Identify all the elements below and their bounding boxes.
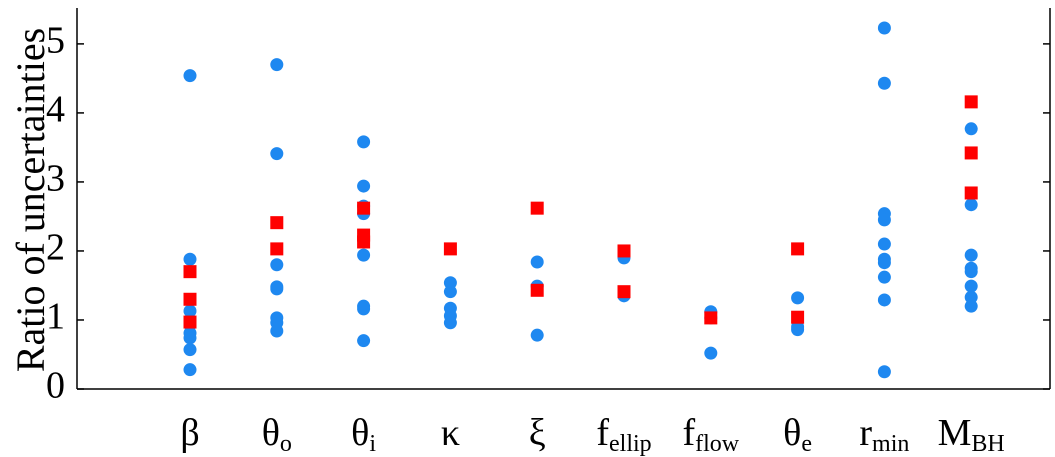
point (791, 310, 805, 324)
y-tick-label: 5 (46, 20, 65, 62)
point (357, 135, 371, 149)
label-subscript: ellip (609, 431, 652, 457)
point (964, 146, 978, 160)
point (530, 255, 544, 269)
point (877, 256, 891, 270)
label-subscript: flow (695, 431, 740, 457)
point (270, 324, 284, 338)
point (183, 315, 197, 329)
y-tick-label: 0 (46, 365, 65, 407)
point (617, 244, 631, 258)
point (877, 365, 891, 379)
point (183, 363, 197, 377)
point (183, 292, 197, 306)
point (964, 186, 978, 200)
point (964, 95, 978, 109)
point (270, 216, 284, 230)
label-symbol: f (596, 412, 609, 454)
point (877, 293, 891, 307)
label-symbol: κ (441, 412, 460, 454)
point (791, 291, 805, 305)
y-tick-label: 3 (46, 158, 65, 200)
point (964, 198, 978, 212)
point (443, 276, 457, 290)
x-tick-label: ξ (529, 412, 546, 454)
point (877, 213, 891, 227)
x-tick-label: rmin (859, 412, 909, 457)
point (357, 334, 371, 348)
point (964, 248, 978, 262)
point (357, 302, 371, 316)
point (704, 346, 718, 360)
point (443, 242, 457, 256)
point (183, 265, 197, 279)
point (443, 285, 457, 299)
label-symbol: f (682, 412, 695, 454)
point (877, 237, 891, 251)
point (183, 343, 197, 357)
point (877, 270, 891, 284)
point (357, 248, 371, 262)
point (964, 299, 978, 313)
point (270, 242, 284, 256)
label-symbol: θ (783, 412, 801, 454)
label-symbol: M (938, 412, 972, 454)
point (704, 311, 718, 325)
point (530, 283, 544, 297)
y-axis-label: Ratio of uncertainties (8, 28, 53, 372)
x-tick-label: MBH (938, 412, 1005, 457)
point (183, 304, 197, 318)
x-tick-label: fellip (596, 412, 651, 457)
point (270, 258, 284, 272)
point (357, 201, 371, 215)
label-symbol: θ (351, 412, 369, 454)
point (964, 265, 978, 279)
point (964, 122, 978, 136)
label-subscript: o (280, 431, 292, 457)
label-symbol: β (180, 412, 199, 454)
label-symbol: r (859, 412, 872, 454)
y-tick-label: 4 (46, 89, 65, 131)
x-tick-label: θo (262, 412, 292, 457)
x-tick-label: θi (351, 412, 376, 457)
point (270, 58, 284, 72)
point (791, 242, 805, 256)
y-tick-label: 2 (46, 227, 65, 269)
point (877, 21, 891, 35)
point (270, 147, 284, 161)
point (183, 252, 197, 266)
y-tick-label: 1 (46, 296, 65, 338)
x-tick-label: β (180, 412, 199, 454)
point (357, 235, 371, 249)
point (183, 331, 197, 345)
x-tick-label: θe (783, 412, 812, 457)
point (270, 282, 284, 296)
point (617, 285, 631, 299)
point (183, 69, 197, 83)
point (791, 323, 805, 337)
point (877, 76, 891, 90)
label-symbol: ξ (529, 412, 546, 454)
x-tick-label: κ (441, 412, 460, 454)
point (964, 279, 978, 293)
point (964, 290, 978, 304)
point (443, 316, 457, 330)
label-subscript: i (369, 431, 376, 457)
label-subscript: BH (971, 431, 1004, 457)
label-subscript: min (872, 431, 909, 457)
label-subscript: e (801, 431, 812, 457)
x-tick-label: fflow (682, 412, 739, 457)
point (357, 179, 371, 193)
point (530, 328, 544, 342)
point (530, 201, 544, 215)
label-symbol: θ (262, 412, 280, 454)
